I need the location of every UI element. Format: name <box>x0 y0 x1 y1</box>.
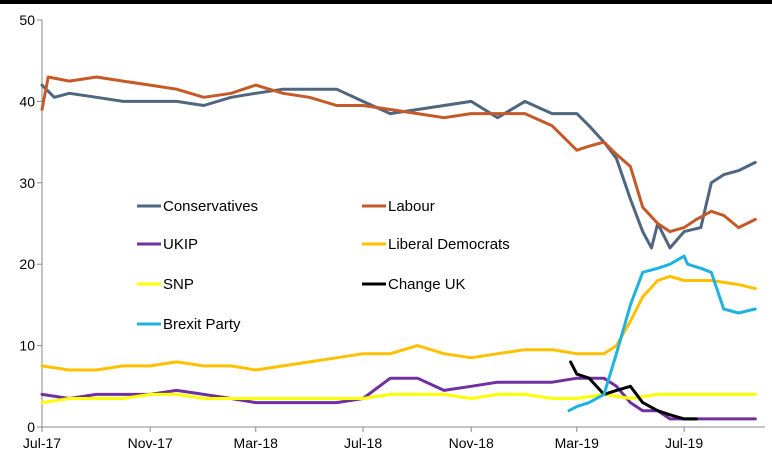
series-lines <box>40 75 757 421</box>
y-tick-label: 30 <box>19 175 35 191</box>
series-line-snp <box>40 392 757 405</box>
y-tick-label: 0 <box>27 419 35 435</box>
legend-label-ukip: UKIP <box>163 236 198 253</box>
series-line-conservatives <box>40 83 757 250</box>
x-tick-label: Jul-19 <box>665 435 703 451</box>
legend-label-snp: SNP <box>163 276 194 293</box>
x-tick-label: Jul-17 <box>23 435 61 451</box>
legend-label-labour: Labour <box>388 198 435 215</box>
legend-label-brexit-party: Brexit Party <box>163 316 241 333</box>
series-line-brexit-party <box>567 254 757 413</box>
y-tick-label: 20 <box>19 256 35 272</box>
series-line-liberal-democrats <box>40 274 757 372</box>
legend-label-conservatives: Conservatives <box>163 198 258 215</box>
y-tick-label: 10 <box>19 338 35 354</box>
y-tick-label: 40 <box>19 93 35 109</box>
x-tick-label: Nov-18 <box>449 435 494 451</box>
series-line-change-uk <box>569 360 698 421</box>
legend-label-liberal-democrats: Liberal Democrats <box>388 236 510 253</box>
y-tick-label: 50 <box>19 12 35 28</box>
legend: Conservatives Labour UKIP Liberal Democrats… <box>137 198 510 333</box>
x-tick-label: Jul-18 <box>344 435 382 451</box>
x-tick-label: Nov-17 <box>128 435 173 451</box>
x-tick-label: Mar-18 <box>234 435 279 451</box>
x-tick-label: Mar-19 <box>555 435 600 451</box>
legend-label-change-uk: Change UK <box>388 276 466 293</box>
series-line-labour <box>40 75 757 234</box>
series-line-ukip <box>40 376 757 421</box>
